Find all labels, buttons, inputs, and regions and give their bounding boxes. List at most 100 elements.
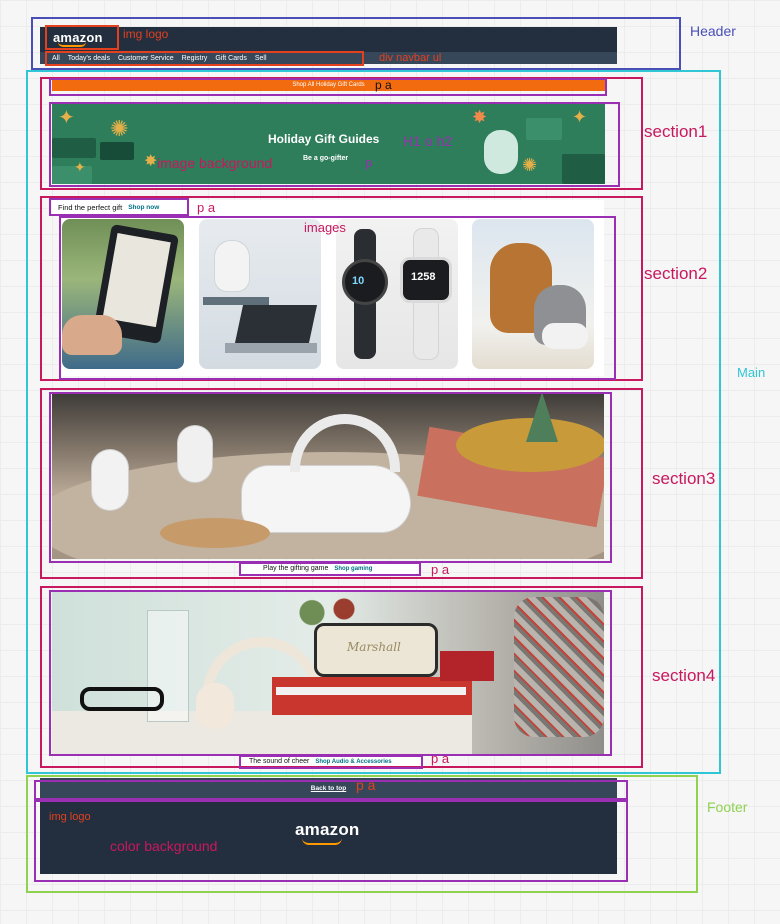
mini-tree [526,392,558,442]
find-gift-text: Find the perfect gift [58,202,123,212]
label-section3-pa: p a [431,562,450,577]
red-books-stack [272,677,472,715]
star-decoration: ✸ [472,107,488,127]
shelf-surface [52,711,472,754]
footer-logo-smile [302,838,342,845]
eyeglasses-shape [80,687,164,711]
shop-now-link[interactable]: Shop now [128,203,160,211]
label-img-logo: img logo [123,27,169,41]
label-main: Main [737,365,766,380]
books-shape [203,297,269,305]
white-books-stack [276,687,466,695]
vr-controller-right [178,426,212,482]
header-bar: amazon [40,27,617,52]
section3-image-outline [49,392,612,563]
label-section2-pa: p a [197,200,216,215]
star-decoration: ✺ [110,116,129,141]
gift-box-decoration [100,142,134,160]
nav-item-all[interactable]: All [52,54,60,62]
nav-item-customer-service[interactable]: Customer Service [117,54,174,62]
footer-link-outline [34,780,628,800]
laptop-keyboard [225,343,317,353]
label-p: p [365,155,373,170]
footer-bar: amazon [40,800,617,874]
label-section4: section4 [652,666,716,685]
find-gift-line: Find the perfect gift Shop now [52,200,186,214]
label-section1: section1 [644,122,708,141]
label-div-navbar: div navbar ul [379,52,442,64]
section3-caption-outline [239,562,421,576]
watch-time-light: 1258 [411,271,436,283]
star-decoration: ✺ [522,155,538,175]
label-section4-pa: p a [431,751,450,766]
navbar-outline [45,51,364,66]
section2-link-outline [49,198,189,216]
nav-item-todays-deals[interactable]: Today's deals [67,54,110,62]
nav-item-gift-cards[interactable]: Gift Cards [215,54,247,62]
banner-subheading[interactable]: Be a go-gifter [303,155,349,162]
gift-box-decoration [484,130,518,174]
label-image-background: image background [157,155,273,171]
star-decoration: ✦ [74,159,86,175]
gift-box-red [440,651,494,681]
star-decoration: ✦ [572,107,588,127]
vr-controller-left [92,450,128,510]
watch-time-dark: 10 [352,275,365,287]
label-section3: section3 [652,469,716,488]
banner-heading: Holiday Gift Guides [268,132,380,146]
plaid-pillow [514,597,604,737]
gift-box-decoration [562,154,605,184]
holiday-banner: ✦ ✺ ✸ ✦ ✸ ✦ ✺ Holiday Gift Guides Be a g… [52,104,605,184]
gift-card-pets[interactable] [472,219,594,369]
gift-box-decoration [52,138,96,158]
label-images: images [304,220,346,235]
nav-item-sell[interactable]: Sell [254,54,267,62]
star-decoration: ✸ [144,153,158,170]
gift-box-decoration [52,166,92,184]
holiday-gift-cards-link[interactable]: Shop All Holiday Gift Cards [292,82,365,88]
audio-caption-text: The sound of cheer [249,758,310,765]
section2-outline [40,196,643,381]
gift-box-decoration [526,118,562,140]
section1-bar-outline [49,78,607,96]
vr-headset [242,466,410,532]
gift-card-laptop[interactable] [199,219,321,369]
gaming-caption: Play the gifting game Shop gaming [241,563,419,574]
label-color-background: color background [110,838,218,854]
label-footer: Footer [707,799,748,815]
vr-headset-photo[interactable] [52,392,604,559]
gift-card-smartwatches[interactable]: 10 1258 [336,219,458,369]
logo-outline [45,25,119,50]
speaker-brand-label: Marshall [347,640,401,654]
vase-shape [215,241,249,291]
nav-item-registry[interactable]: Registry [181,54,208,62]
header-outline [31,17,681,70]
shop-gaming-link[interactable]: Shop gaming [334,565,373,572]
audio-caption: The sound of cheer Shop Audio & Accessor… [241,756,421,767]
shop-audio-link[interactable]: Shop Audio & Accessories [315,758,392,765]
headphones-cup [196,683,234,729]
footer-body-outline [34,800,628,882]
back-to-top-bar[interactable]: Back to top [40,778,617,800]
footer-logo-text[interactable]: amazon [295,820,360,839]
plant-leaves [288,591,368,627]
header-logo-smile [58,42,86,47]
holiday-gift-cards-bar[interactable]: Shop All Holiday Gift Cards [52,80,605,91]
gift-card-ereader[interactable] [62,219,184,369]
gaming-caption-text: Play the gifting game [263,565,329,572]
label-section2: section2 [644,264,708,283]
section1-banner-outline [49,102,620,187]
section4-image-outline [49,590,612,756]
section2-images-outline [59,216,616,380]
section4-caption-outline [239,755,423,769]
speaker-shape: Marshall [314,623,438,677]
label-footer-pa: p a [356,777,376,793]
cookies-shape [160,518,270,548]
cat-body [542,323,588,349]
audio-accessories-photo[interactable]: Marshall [52,591,604,754]
section3-outline [40,388,643,579]
header-navbar: All Today's deals Customer Service Regis… [40,52,617,64]
watch-face-dark [342,259,388,305]
label-h1-h2: H1 o h2 [403,133,453,149]
back-to-top-link[interactable]: Back to top [310,785,347,792]
